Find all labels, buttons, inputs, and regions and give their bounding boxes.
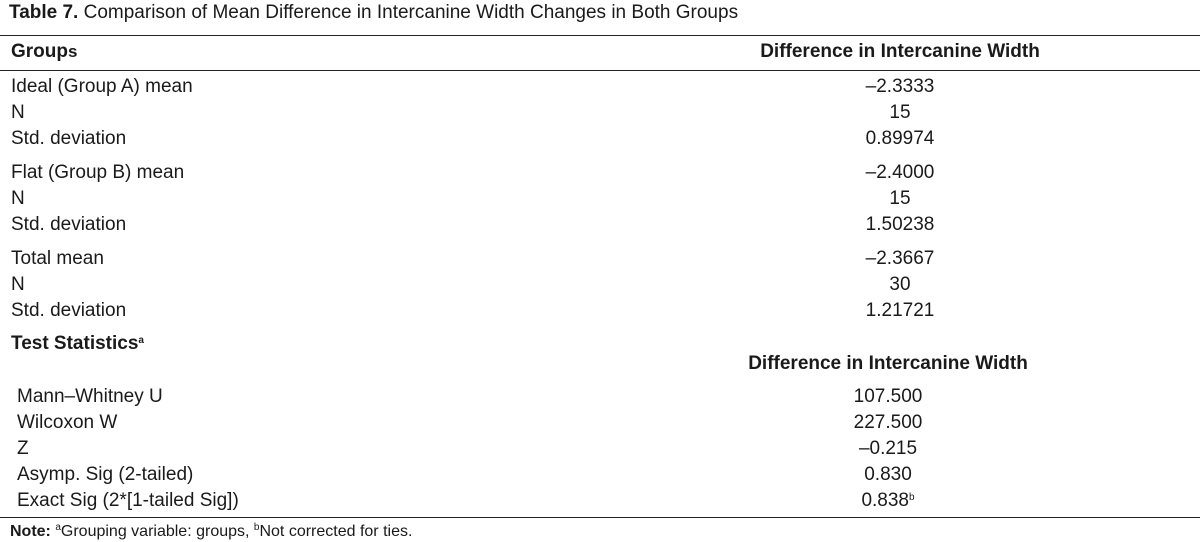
- table-number: Table 7.: [9, 2, 79, 23]
- row-value: 0.89974: [865, 128, 935, 149]
- note-text-a: Grouping variable: groups,: [60, 523, 254, 540]
- footnote-marker: b: [908, 492, 915, 503]
- table-row: Flat (Group B) mean –2.4000: [0, 160, 1200, 186]
- row-label: Asymp. Sig (2-tailed): [17, 464, 194, 485]
- top-rule: [0, 35, 1200, 36]
- row-value: –2.3667: [865, 248, 935, 269]
- table-caption: Table 7. Comparison of Mean Difference i…: [9, 2, 738, 24]
- row-label: Flat (Group B) mean: [11, 162, 185, 183]
- row-value: 0.838b: [861, 490, 915, 511]
- note-label: Note:: [10, 523, 51, 540]
- row-label: Z: [17, 438, 29, 459]
- table-row: Total mean –2.3667: [0, 246, 1200, 272]
- row-label: Std. deviation: [11, 214, 127, 235]
- row-label: Ideal (Group A) mean: [11, 76, 193, 97]
- row-value: –0.215: [858, 438, 918, 459]
- row-value: 15: [889, 102, 911, 123]
- header-rule: [0, 70, 1200, 71]
- table-row: Ideal (Group A) mean –2.3333: [0, 74, 1200, 100]
- row-label: N: [11, 102, 25, 123]
- row-label: Mann–Whitney U: [17, 386, 163, 407]
- test-statistics-column-header: Difference in Intercanine Width: [748, 353, 1028, 374]
- row-label: Wilcoxon W: [17, 412, 118, 433]
- test-statistics-title: Test Statisticsa: [11, 333, 144, 354]
- table-note: Note: aGrouping variable: groups, bNot c…: [10, 523, 412, 541]
- footnote-marker: a: [55, 522, 61, 533]
- row-label: Total mean: [11, 248, 104, 269]
- row-value: 227.500: [853, 412, 923, 433]
- row-value: 0.830: [864, 464, 912, 485]
- row-label: Exact Sig (2*[1-tailed Sig]): [17, 490, 239, 511]
- row-value: 15: [889, 188, 911, 209]
- table-row: Std. deviation 0.89974: [0, 126, 1200, 152]
- row-value: –2.4000: [865, 162, 935, 183]
- table-row: N 30: [0, 272, 1200, 298]
- row-label: N: [11, 188, 25, 209]
- column-header-difference: Difference in Intercanine Width: [760, 41, 1040, 62]
- column-header-groups: Groups: [11, 41, 78, 62]
- table-row: Wilcoxon W 227.500: [0, 410, 1200, 436]
- table-row: Exact Sig (2*[1-tailed Sig]) 0.838b: [0, 488, 1200, 514]
- bottom-rule: [0, 517, 1200, 518]
- row-label: N: [11, 274, 25, 295]
- table-row: Mann–Whitney U 107.500: [0, 384, 1200, 410]
- row-label: Std. deviation: [11, 300, 127, 321]
- table-row: N 15: [0, 100, 1200, 126]
- row-value: 30: [889, 274, 911, 295]
- table-row: N 15: [0, 186, 1200, 212]
- row-value: 1.21721: [865, 300, 935, 321]
- note-text-b: Not corrected for ties.: [259, 523, 413, 540]
- row-value: 1.50238: [865, 214, 935, 235]
- footnote-marker: b: [253, 522, 260, 533]
- table-row: Std. deviation 1.21721: [0, 298, 1200, 324]
- footnote-marker: a: [138, 335, 144, 346]
- table-title: Comparison of Mean Difference in Interca…: [83, 2, 739, 23]
- row-value: –2.3333: [865, 76, 935, 97]
- table-row: Std. deviation 1.50238: [0, 212, 1200, 238]
- table-row: Asymp. Sig (2-tailed) 0.830: [0, 462, 1200, 488]
- row-label: Std. deviation: [11, 128, 127, 149]
- table-row: Z –0.215: [0, 436, 1200, 462]
- row-value: 107.500: [853, 386, 923, 407]
